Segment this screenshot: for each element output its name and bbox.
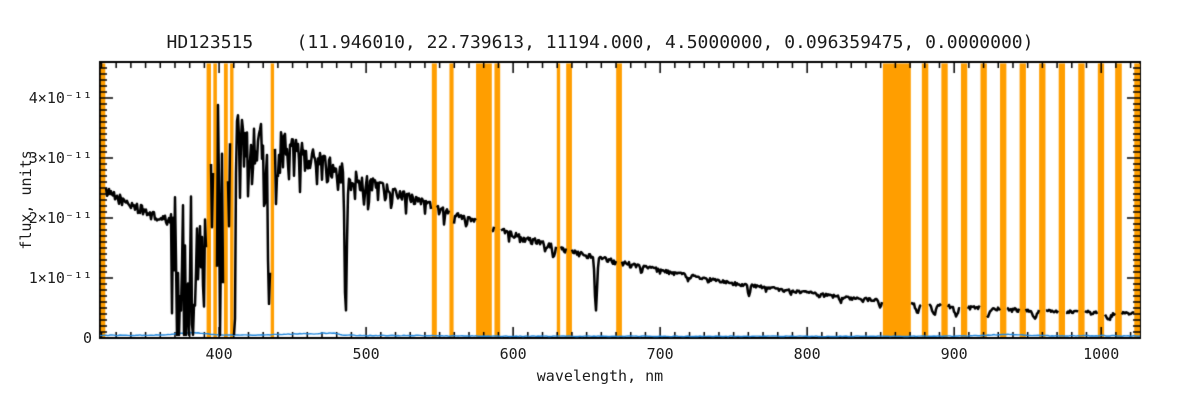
x-tick-label: 600 bbox=[499, 345, 527, 363]
x-tick-label: 400 bbox=[205, 345, 233, 363]
plot-title: HD123515 (11.946010, 22.739613, 11194.00… bbox=[166, 32, 1034, 53]
x-tick-label: 500 bbox=[352, 345, 380, 363]
y-tick-label: 0 bbox=[82, 329, 92, 347]
x-tick-label: 800 bbox=[793, 345, 821, 363]
x-axis-label: wavelength, nm bbox=[536, 367, 664, 385]
y-tick-label: 3×10⁻¹¹ bbox=[28, 149, 92, 167]
x-tick-label: 700 bbox=[646, 345, 674, 363]
x-tick-label: 1000 bbox=[1083, 345, 1120, 363]
y-tick-label: 1×10⁻¹¹ bbox=[28, 269, 92, 287]
x-tick-label: 900 bbox=[940, 345, 968, 363]
y-tick-label: 2×10⁻¹¹ bbox=[28, 209, 92, 227]
y-tick-label: 4×10⁻¹¹ bbox=[28, 89, 92, 107]
